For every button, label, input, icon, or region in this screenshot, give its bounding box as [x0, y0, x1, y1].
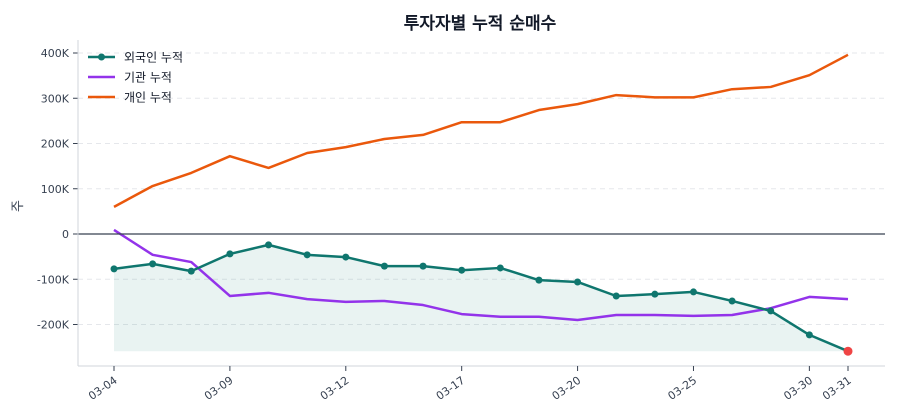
data-point — [651, 290, 659, 298]
y-tick-label: -200K — [37, 319, 70, 332]
data-point — [303, 251, 311, 259]
x-tick-label: 03-25 — [666, 374, 700, 403]
legend-label: 개인 누적 — [124, 91, 172, 105]
data-point — [805, 331, 813, 339]
y-tick-label: 200K — [41, 138, 70, 151]
x-tick-label: 03-31 — [820, 374, 854, 403]
data-point — [265, 241, 273, 249]
data-point — [574, 278, 582, 286]
x-tick-label: 03-12 — [318, 374, 352, 403]
series-line-2 — [113, 53, 849, 208]
data-point — [226, 250, 234, 258]
legend-label: 외국인 누적 — [124, 51, 183, 65]
chart-title: 투자자별 누적 순매수 — [404, 14, 557, 34]
data-point — [535, 276, 543, 284]
legend-marker — [98, 53, 105, 61]
series-line-1 — [113, 228, 849, 322]
data-point — [187, 267, 195, 275]
data-point — [419, 262, 427, 270]
y-tick-label: 0 — [62, 228, 69, 241]
x-tick-label: 03-30 — [781, 374, 815, 403]
data-point — [496, 264, 504, 272]
data-point — [458, 266, 466, 274]
legend-label: 기관 누적 — [124, 71, 172, 85]
x-tick-label: 03-17 — [434, 374, 468, 403]
y-tick-label: 400K — [41, 47, 70, 60]
series-line-0 — [113, 243, 849, 353]
data-point — [689, 288, 697, 296]
x-tick-label: 03-20 — [550, 374, 584, 403]
foreign-area-fill — [114, 244, 848, 352]
x-tick-label: 03-09 — [202, 374, 236, 403]
y-axis-label: 주 — [11, 200, 26, 212]
data-point — [767, 307, 775, 315]
data-point — [728, 297, 736, 305]
data-point — [342, 253, 350, 261]
last-point-marker — [843, 346, 853, 356]
data-point — [380, 262, 388, 270]
x-tick-label: 03-04 — [86, 374, 120, 403]
data-point — [149, 260, 157, 268]
y-tick-label: 100K — [41, 183, 70, 196]
y-tick-label: 300K — [41, 92, 70, 105]
data-point — [110, 265, 118, 273]
data-point — [612, 292, 620, 300]
y-tick-label: -100K — [37, 273, 70, 286]
